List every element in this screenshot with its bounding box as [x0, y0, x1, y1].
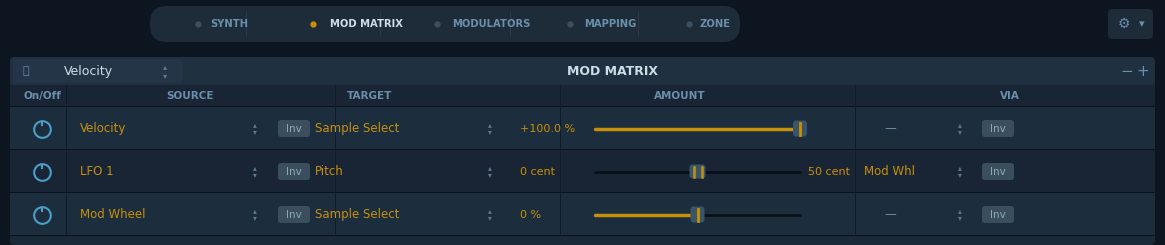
Text: Velocity: Velocity	[80, 122, 126, 135]
Text: ▾: ▾	[488, 213, 492, 222]
Text: ▴: ▴	[253, 163, 257, 172]
Text: ⦾: ⦾	[22, 66, 29, 76]
Bar	[10, 149, 1155, 150]
Text: Sample Select: Sample Select	[315, 208, 400, 221]
FancyBboxPatch shape	[150, 6, 740, 42]
Text: ▴: ▴	[488, 207, 492, 216]
Text: ▾: ▾	[958, 213, 962, 222]
Text: Mod Wheel: Mod Wheel	[80, 208, 146, 221]
Text: ▾: ▾	[253, 213, 257, 222]
Text: ▾: ▾	[958, 171, 962, 180]
FancyBboxPatch shape	[691, 207, 705, 222]
Text: LFO 1: LFO 1	[80, 165, 114, 178]
FancyBboxPatch shape	[13, 59, 183, 83]
Text: On/Off: On/Off	[23, 91, 61, 101]
FancyBboxPatch shape	[278, 206, 310, 223]
Text: Inv: Inv	[990, 209, 1005, 220]
Text: ▾: ▾	[488, 127, 492, 136]
Text: SOURCE: SOURCE	[167, 91, 213, 101]
Bar	[10, 85, 1155, 107]
Text: +100.0 %: +100.0 %	[520, 123, 576, 134]
FancyBboxPatch shape	[10, 57, 1155, 245]
Text: Velocity: Velocity	[63, 64, 113, 77]
Text: ▴: ▴	[958, 207, 962, 216]
Text: Sample Select: Sample Select	[315, 122, 400, 135]
Text: 50 cent: 50 cent	[809, 167, 850, 176]
FancyBboxPatch shape	[278, 120, 310, 137]
Text: Inv: Inv	[990, 167, 1005, 176]
Text: ▴: ▴	[958, 163, 962, 172]
Text: —: —	[884, 122, 896, 135]
Text: ▾: ▾	[253, 171, 257, 180]
Text: ZONE: ZONE	[700, 19, 730, 29]
Text: ▾: ▾	[488, 171, 492, 180]
Text: Pitch: Pitch	[315, 165, 344, 178]
FancyBboxPatch shape	[982, 163, 1014, 180]
Text: MODULATORS: MODULATORS	[452, 19, 530, 29]
Text: −: −	[1121, 63, 1134, 78]
Text: AMOUNT: AMOUNT	[655, 91, 706, 101]
FancyBboxPatch shape	[690, 164, 706, 179]
Text: 0 %: 0 %	[520, 209, 541, 220]
Text: 0 cent: 0 cent	[520, 167, 555, 176]
Text: MAPPING: MAPPING	[584, 19, 636, 29]
Text: ▾: ▾	[958, 127, 962, 136]
Text: ▴: ▴	[488, 121, 492, 130]
Bar	[10, 107, 1155, 150]
Text: ▴: ▴	[253, 121, 257, 130]
Text: +: +	[1137, 63, 1150, 78]
Text: ▾: ▾	[253, 127, 257, 136]
Text: Mod Whl: Mod Whl	[864, 165, 916, 178]
Text: VIA: VIA	[1000, 91, 1019, 101]
FancyBboxPatch shape	[793, 121, 807, 136]
Text: ⚙: ⚙	[1117, 17, 1130, 31]
Bar	[10, 106, 1155, 107]
Text: —: —	[884, 208, 896, 221]
FancyBboxPatch shape	[10, 57, 1155, 85]
Text: MOD MATRIX: MOD MATRIX	[567, 64, 658, 77]
Text: SYNTH: SYNTH	[210, 19, 248, 29]
Bar	[10, 150, 1155, 193]
Text: Inv: Inv	[990, 123, 1005, 134]
Text: ▴: ▴	[958, 121, 962, 130]
Text: ▴: ▴	[488, 163, 492, 172]
Text: MOD MATRIX: MOD MATRIX	[330, 19, 403, 29]
Text: Inv: Inv	[287, 209, 302, 220]
FancyBboxPatch shape	[1108, 9, 1153, 39]
FancyBboxPatch shape	[982, 120, 1014, 137]
Text: ▴: ▴	[253, 207, 257, 216]
Text: ▾: ▾	[1139, 19, 1145, 29]
Text: Inv: Inv	[287, 123, 302, 134]
Text: TARGET: TARGET	[347, 91, 393, 101]
FancyBboxPatch shape	[278, 163, 310, 180]
Bar	[10, 193, 1155, 236]
Text: Inv: Inv	[287, 167, 302, 176]
Text: ▴
▾: ▴ ▾	[163, 62, 167, 80]
Bar	[10, 235, 1155, 236]
FancyBboxPatch shape	[982, 206, 1014, 223]
Bar	[10, 192, 1155, 193]
